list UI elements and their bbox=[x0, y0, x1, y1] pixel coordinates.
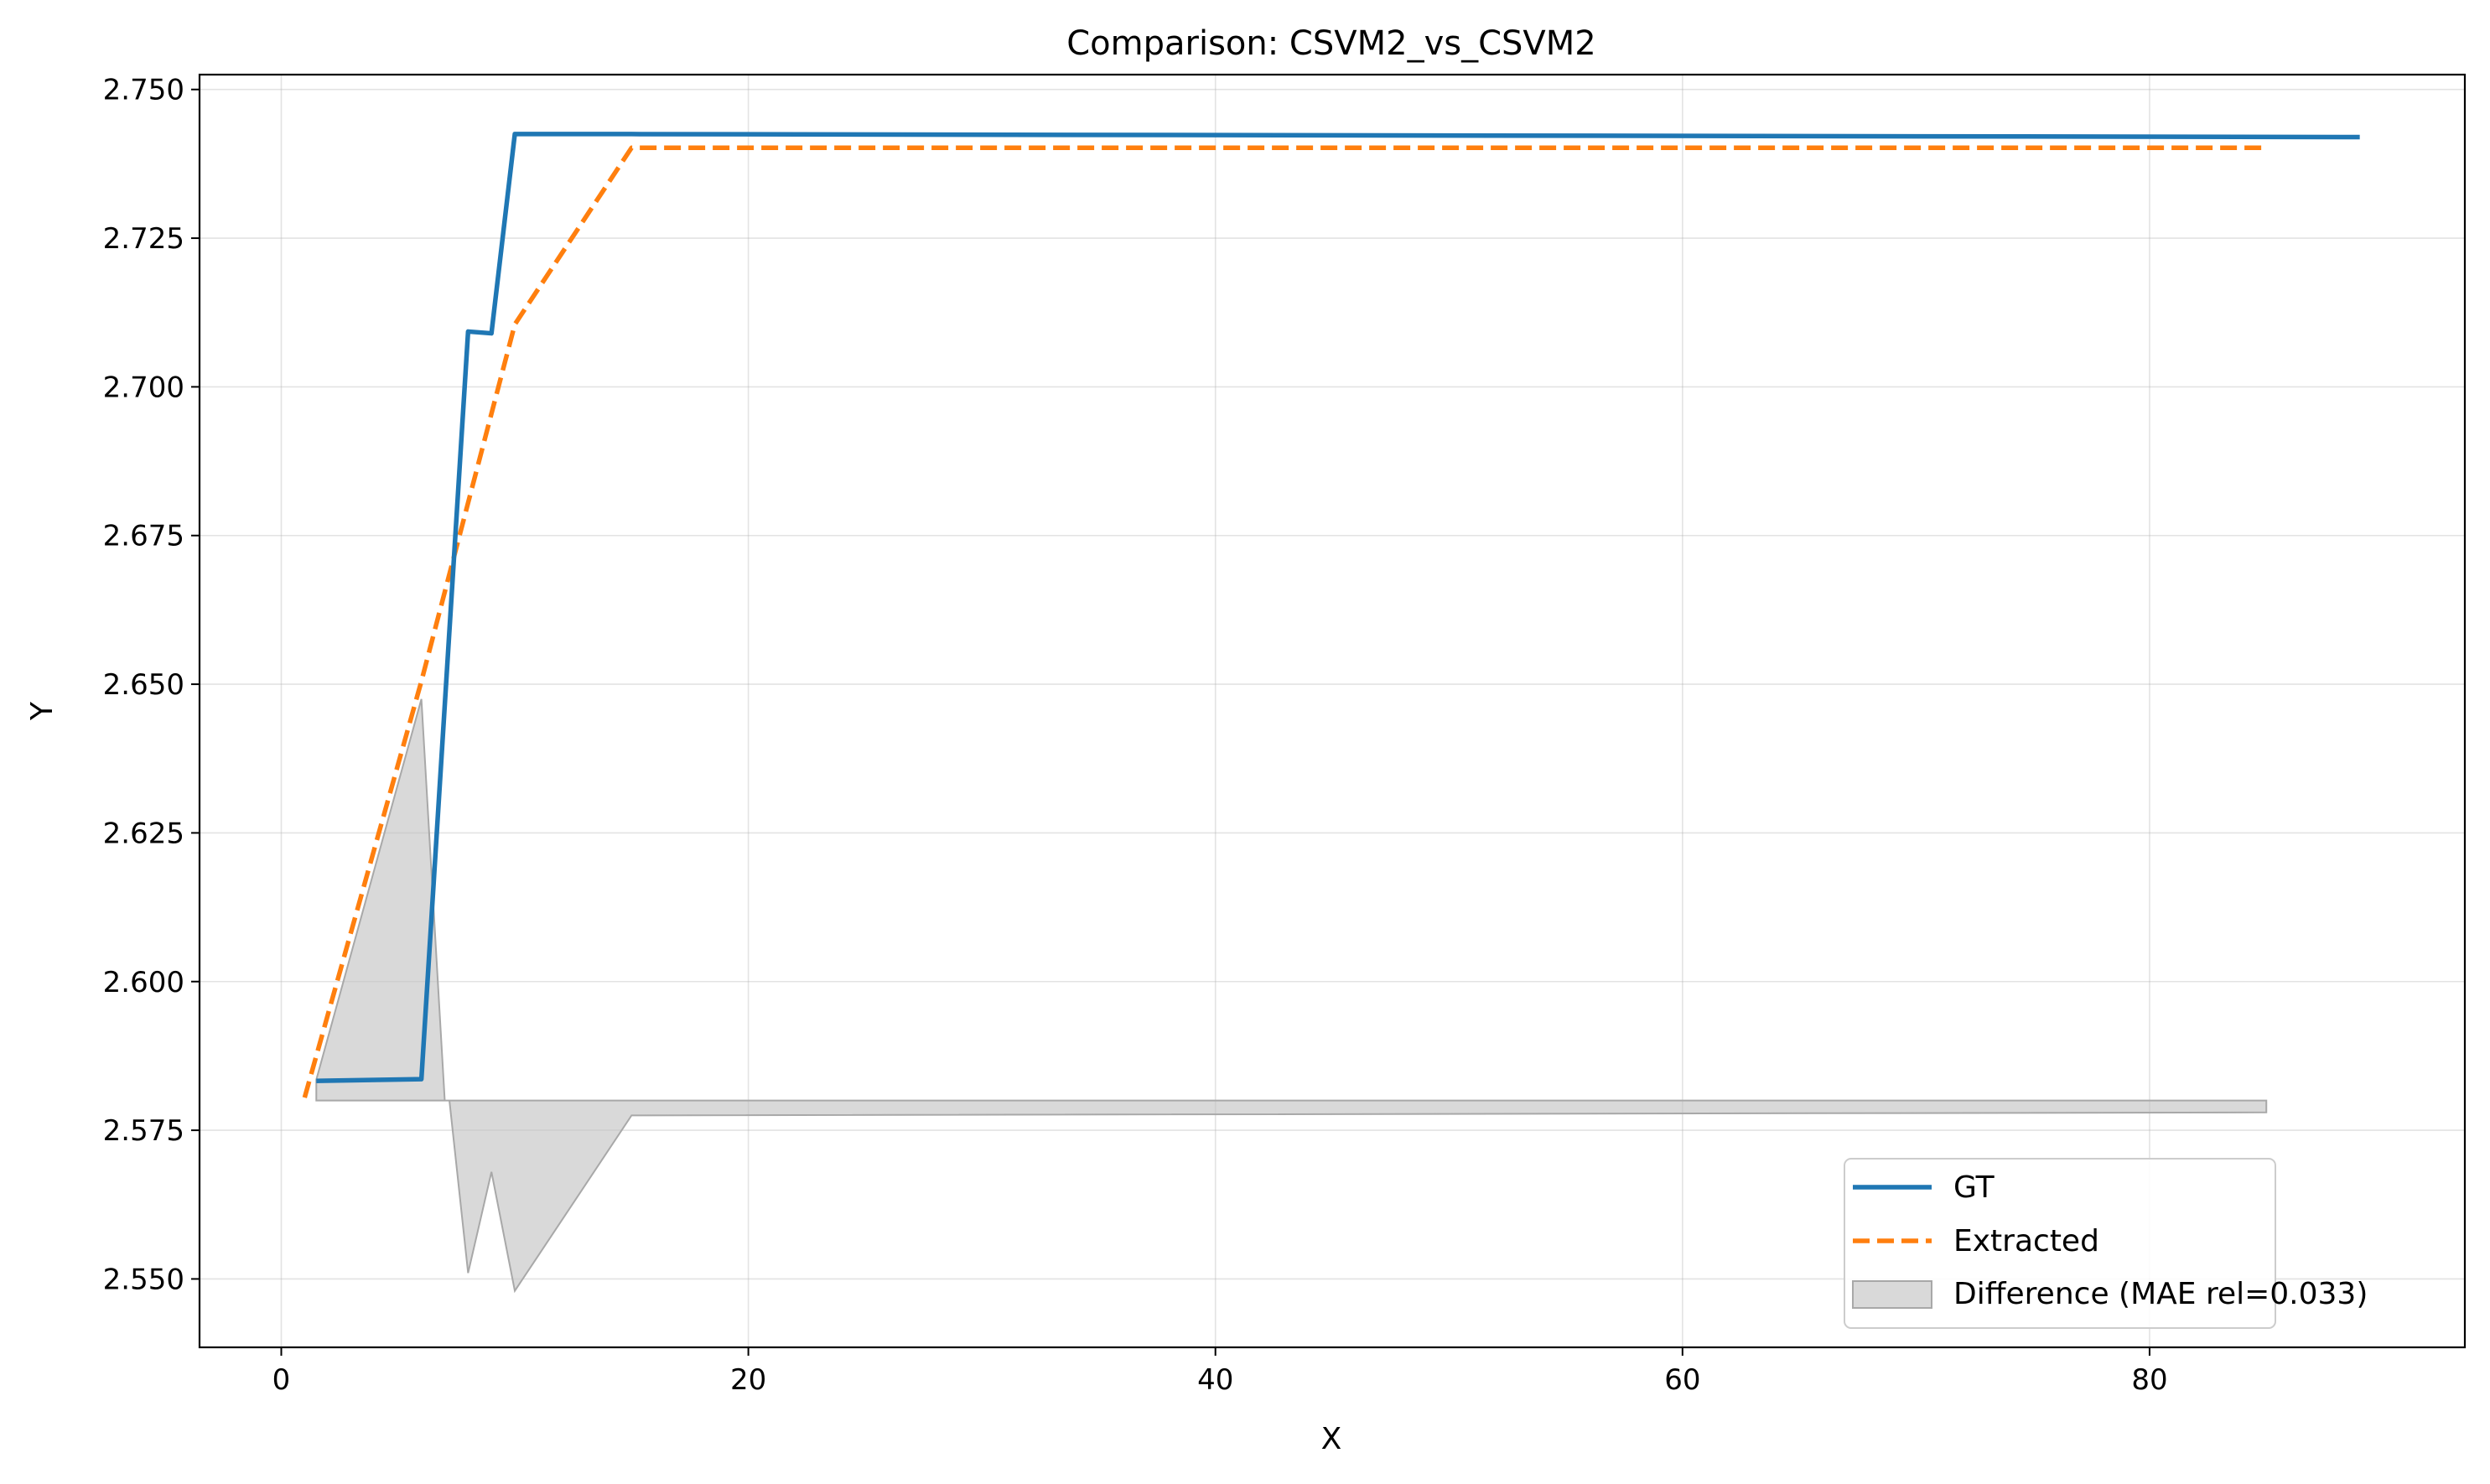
y-tick-label: 2.650 bbox=[103, 668, 184, 702]
chart-title: Comparison: CSVM2_vs_CSVM2 bbox=[1066, 24, 1595, 63]
legend-box bbox=[1844, 1158, 2276, 1329]
y-tick-label: 2.550 bbox=[103, 1263, 184, 1296]
plot-frame bbox=[198, 73, 2467, 1349]
legend-label-gt: GT bbox=[1953, 1170, 1995, 1205]
y-tick-label: 2.600 bbox=[103, 966, 184, 999]
legend: GT Extracted Difference (MAE rel=0.033) bbox=[1844, 1158, 2368, 1329]
y-tick-label: 2.725 bbox=[103, 222, 184, 256]
x-tick-label: 40 bbox=[1197, 1363, 1233, 1397]
y-tick-label: 2.625 bbox=[103, 817, 184, 850]
grid-lines bbox=[200, 75, 2465, 1347]
x-tick-label: 60 bbox=[1664, 1363, 1700, 1397]
legend-label-extracted: Extracted bbox=[1953, 1224, 2099, 1258]
y-axis-label: Y bbox=[25, 701, 60, 721]
difference-area bbox=[315, 698, 2268, 1294]
y-tick-label: 2.700 bbox=[103, 371, 184, 404]
y-tick-label: 2.750 bbox=[103, 74, 184, 107]
series-layer bbox=[302, 132, 2360, 1098]
x-axis-label: X bbox=[1321, 1422, 1342, 1456]
difference-area-layer bbox=[315, 698, 2268, 1294]
series-line-extracted bbox=[302, 145, 2267, 1098]
axis-ticks: 0 20 40 60 80 2.550 2.575 2.600 2.625 2.650 2.675 2… bbox=[103, 74, 2168, 1397]
x-tick-label: 20 bbox=[730, 1363, 766, 1397]
legend-swatch-difference bbox=[1852, 1280, 1932, 1309]
y-tick-label: 2.675 bbox=[103, 520, 184, 553]
legend-label-difference: Difference (MAE rel=0.033) bbox=[1953, 1277, 2368, 1311]
y-tick-label: 2.575 bbox=[103, 1114, 184, 1148]
x-tick-label: 0 bbox=[272, 1363, 291, 1397]
x-tick-label: 80 bbox=[2131, 1363, 2167, 1397]
series-line-gt bbox=[316, 132, 2360, 1083]
